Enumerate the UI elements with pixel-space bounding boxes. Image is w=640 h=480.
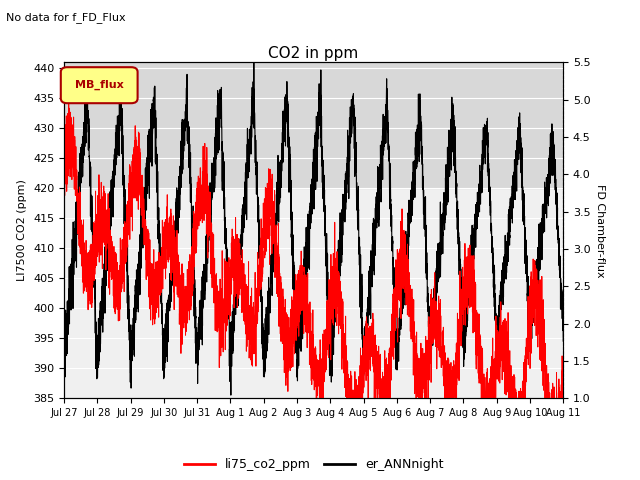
li75_co2_ppm xyxy=(251,316,259,322)
li75_co2_ppm xyxy=(312,396,320,401)
Text: MB_flux: MB_flux xyxy=(75,80,124,90)
er_ANNnight xyxy=(251,129,259,135)
li75_co2_ppm xyxy=(151,289,159,295)
Bar xyxy=(64,62,563,189)
er_ANNnight xyxy=(250,60,258,65)
li75_co2_ppm xyxy=(65,100,72,106)
er_ANNnight xyxy=(471,226,479,232)
li75_co2_ppm xyxy=(385,396,393,401)
er_ANNnight xyxy=(151,120,159,126)
li75_co2_ppm xyxy=(559,395,567,400)
Line: li75_co2_ppm: li75_co2_ppm xyxy=(64,103,563,398)
Y-axis label: FD Chamber-flux: FD Chamber-flux xyxy=(595,183,605,277)
Y-axis label: LI7500 CO2 (ppm): LI7500 CO2 (ppm) xyxy=(17,180,28,281)
Line: er_ANNnight: er_ANNnight xyxy=(64,62,563,395)
li75_co2_ppm xyxy=(471,309,479,315)
er_ANNnight xyxy=(360,358,367,363)
er_ANNnight xyxy=(60,359,68,364)
er_ANNnight xyxy=(227,392,235,398)
Legend: li75_co2_ppm, er_ANNnight: li75_co2_ppm, er_ANNnight xyxy=(179,453,448,476)
Text: No data for f_FD_Flux: No data for f_FD_Flux xyxy=(6,12,126,23)
er_ANNnight xyxy=(433,262,440,268)
li75_co2_ppm xyxy=(360,333,367,339)
er_ANNnight xyxy=(559,338,567,344)
Title: CO2 in ppm: CO2 in ppm xyxy=(268,46,359,61)
li75_co2_ppm xyxy=(60,137,68,143)
li75_co2_ppm xyxy=(433,315,440,321)
er_ANNnight xyxy=(385,149,393,155)
